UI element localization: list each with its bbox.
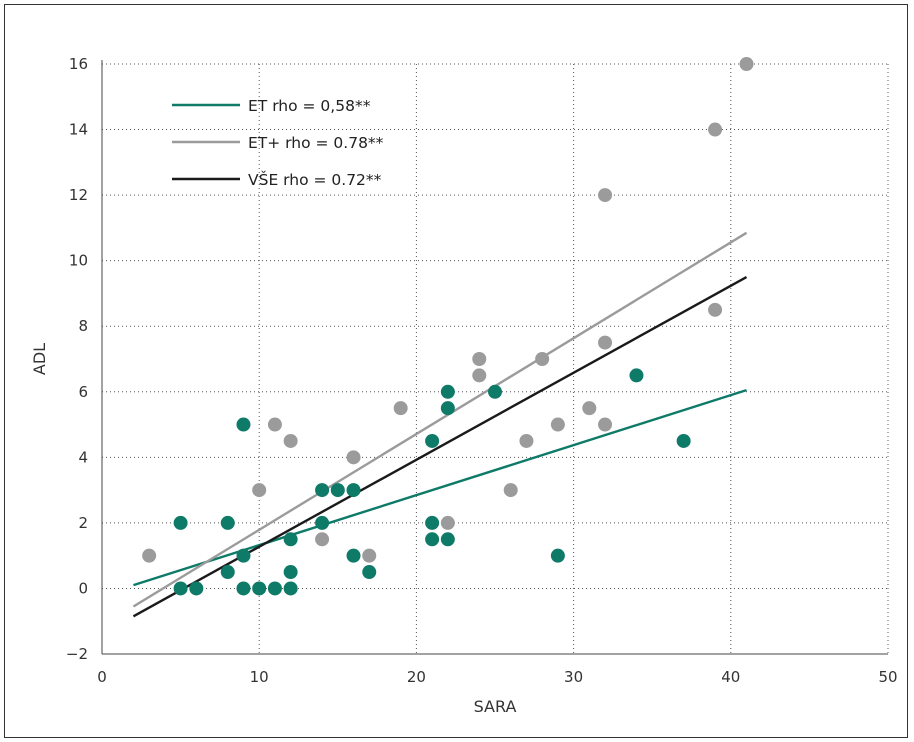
x-tick-label: 20 <box>407 668 426 686</box>
data-point <box>519 433 534 448</box>
data-point <box>315 515 330 530</box>
y-tick-label: 10 <box>69 252 88 270</box>
data-point <box>739 57 754 71</box>
data-point <box>346 450 361 465</box>
fit-line <box>133 388 747 587</box>
grid <box>102 63 889 654</box>
y-tick-label: −2 <box>66 645 88 663</box>
data-point <box>425 532 440 547</box>
data-point <box>582 401 597 416</box>
legend: ET rho = 0,58** ET+ rho = 0.78** VŠE rho =… <box>172 97 384 189</box>
x-tick-label: 50 <box>878 668 897 686</box>
data-point <box>142 548 157 563</box>
y-tick-label: 16 <box>69 55 88 73</box>
data-point <box>550 548 565 563</box>
data-point <box>189 581 204 596</box>
data-point <box>362 548 377 563</box>
y-tick-label: 8 <box>78 317 88 335</box>
data-point <box>550 417 565 432</box>
data-point <box>440 515 455 530</box>
data-point <box>267 417 282 432</box>
data-points <box>142 57 754 596</box>
axes <box>101 60 888 655</box>
data-point <box>220 515 235 530</box>
data-point <box>472 352 487 366</box>
data-point <box>173 581 188 596</box>
data-point <box>488 384 502 399</box>
data-point <box>425 433 440 448</box>
data-point <box>267 581 282 596</box>
y-tick-label: 0 <box>78 579 88 597</box>
data-point <box>173 515 188 530</box>
y-tick-label: 4 <box>78 448 88 466</box>
data-point <box>440 532 455 547</box>
data-point <box>708 302 723 317</box>
x-tick-label: 0 <box>97 668 107 686</box>
data-point <box>315 532 330 547</box>
fit-line <box>132 276 748 618</box>
data-point <box>283 581 298 596</box>
data-point <box>503 483 518 498</box>
data-point <box>676 433 691 448</box>
data-point <box>283 565 298 580</box>
data-point <box>346 483 361 498</box>
data-point <box>220 565 235 580</box>
y-tick-label: 12 <box>69 186 88 204</box>
data-point <box>252 483 267 498</box>
x-tick-label: 40 <box>721 668 740 686</box>
data-point <box>330 483 345 498</box>
data-point <box>236 548 251 563</box>
data-point <box>283 532 298 547</box>
data-point <box>535 352 550 366</box>
data-point <box>252 581 267 596</box>
legend-label: ET rho = 0,58** <box>248 97 371 115</box>
fit-line <box>132 231 748 608</box>
legend-label: VŠE rho = 0.72** <box>248 170 382 189</box>
data-point <box>362 565 377 580</box>
y-tick-label: 2 <box>78 514 88 532</box>
x-axis-label: SARA <box>474 697 517 716</box>
legend-label: ET+ rho = 0.78** <box>248 134 384 152</box>
data-point <box>236 581 251 596</box>
x-tick-label: 10 <box>250 668 269 686</box>
data-point <box>598 188 613 203</box>
data-point <box>598 417 613 432</box>
data-point <box>440 384 455 399</box>
x-tick-label: 30 <box>564 668 583 686</box>
data-point <box>393 401 408 416</box>
data-point <box>236 417 251 432</box>
data-point <box>425 515 440 530</box>
data-point <box>346 548 361 563</box>
data-point <box>708 122 723 137</box>
data-point <box>598 335 613 350</box>
y-tick-label: 14 <box>69 121 88 139</box>
data-point <box>629 368 644 383</box>
data-point <box>315 483 330 498</box>
data-point <box>472 368 487 383</box>
chart-frame <box>4 4 908 738</box>
fit-lines <box>132 231 748 618</box>
tick-labels: 0 10 20 30 40 50 −2 0 2 4 6 8 10 12 14 16 <box>66 55 898 686</box>
data-point <box>440 401 455 416</box>
y-axis-label: ADL <box>30 343 49 375</box>
data-point <box>283 433 298 448</box>
y-tick-label: 6 <box>78 383 88 401</box>
